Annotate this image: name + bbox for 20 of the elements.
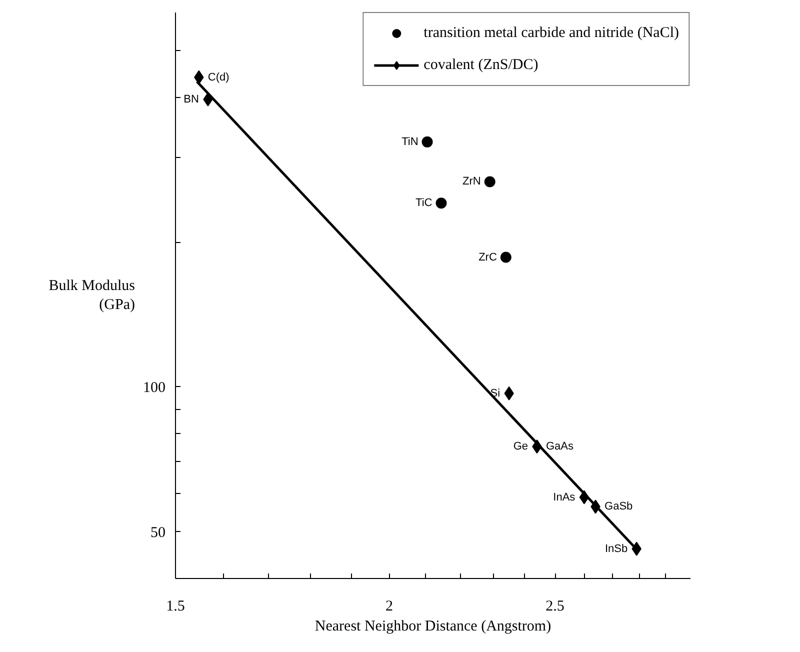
annotation: InSb [604,542,628,555]
y-tick-label: 100 [143,380,166,396]
annotation: TiC [416,197,432,210]
annotation: InAs [553,491,576,504]
y-tick-label: 50 [150,524,166,541]
annotation: C(d) [208,71,230,84]
x-tick-label: 2.5 [546,598,564,614]
annotation: ZrN [462,176,481,188]
annotation: ZrC [478,251,497,264]
annotation: BN [184,93,200,106]
x-tick-label: 1.5 [166,598,185,614]
legend-label: transition metal carbide and nitride (NaCl) [424,24,679,42]
annotation: GaSb [604,500,633,513]
x-tick-label: 2 [385,598,393,614]
annotation: Ge [513,440,528,453]
annotation: GaAs [546,440,574,453]
y-axis-title: Bulk Modulus (GPa) [48,278,136,314]
legend-label: covalent (ZnS/DC) [424,56,538,74]
annotation: TiN [402,136,418,148]
x-axis-title: Nearest Neighbor Distance (Angstrom) [314,618,552,634]
